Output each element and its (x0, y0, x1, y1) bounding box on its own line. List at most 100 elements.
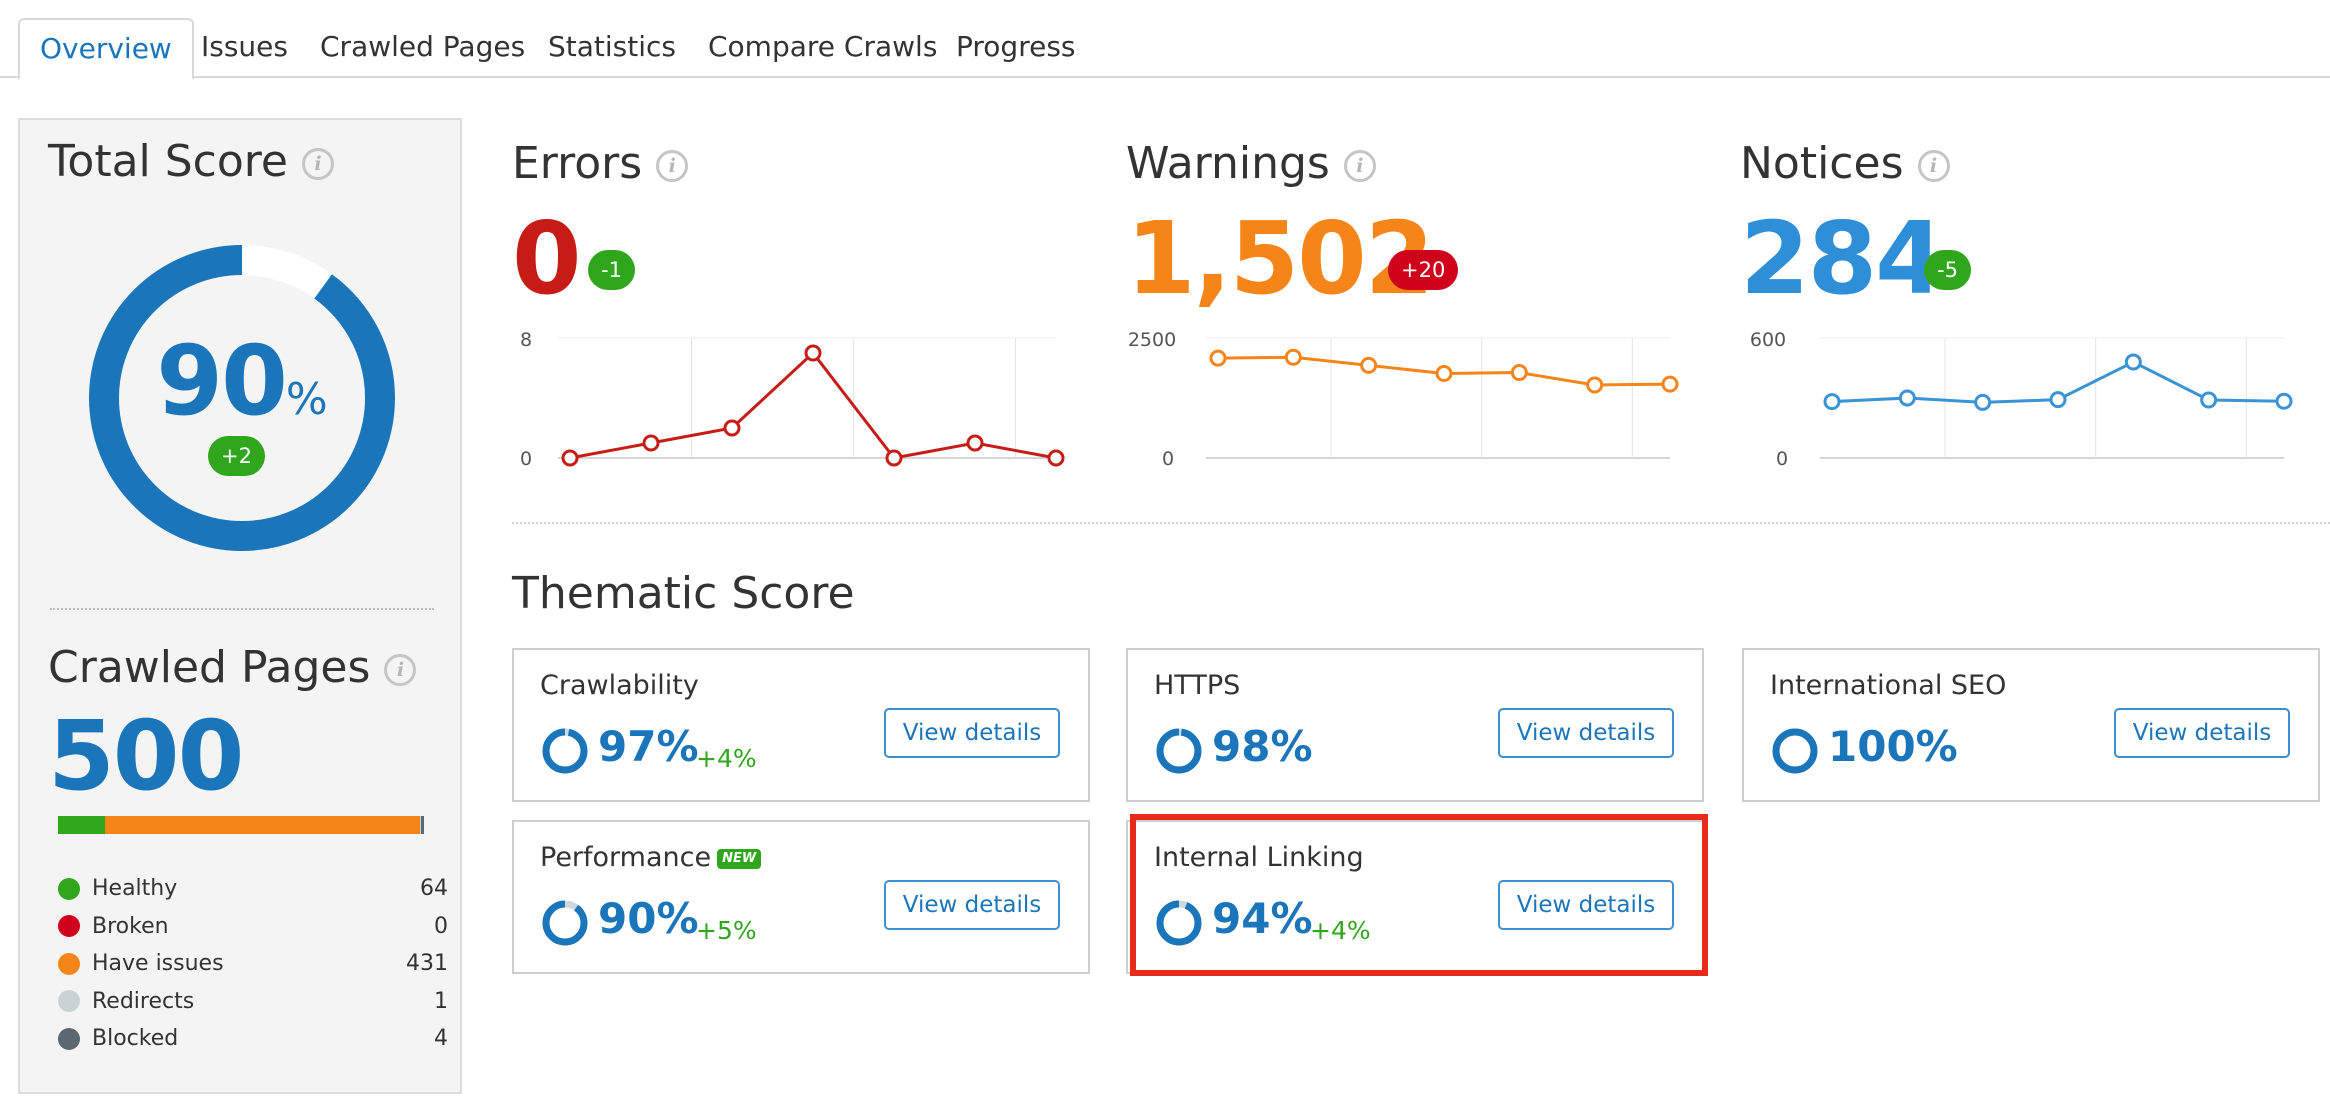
tab-overview[interactable]: Overview (18, 18, 194, 80)
errors-delta-badge: -1 (588, 250, 635, 290)
data-point (2275, 392, 2293, 410)
data-point (1823, 393, 1841, 411)
info-icon[interactable]: i (384, 654, 417, 686)
info-icon[interactable]: i (301, 148, 334, 180)
total-score-donut (89, 245, 395, 551)
donut-arc (89, 245, 395, 551)
bar-segment (58, 816, 105, 834)
ring-arc (542, 900, 588, 946)
card-crawlability: Crawlability 97% +4% View details (512, 648, 1090, 802)
score-panel: Total Score i 90% +2 Crawled Pages i 500 H… (18, 118, 462, 1094)
data-point (561, 449, 579, 467)
data-point (1435, 365, 1453, 383)
card-title: HTTPS (1154, 670, 1241, 701)
data-point (2200, 391, 2218, 409)
data-point (1661, 375, 1679, 393)
warnings-widget: Warnings i 1,502 +20 2500 0 (1126, 118, 1706, 478)
legend-count: 431 (406, 951, 448, 977)
crawled-pages-title: Crawled Pages i (48, 642, 417, 693)
legend-row[interactable]: Healthy 64 (58, 870, 448, 908)
view-details-button[interactable]: View details (884, 880, 1060, 930)
legend-dot (58, 1027, 80, 1050)
data-point (1209, 349, 1227, 367)
tab-bar: Overview Issues Crawled Pages Statistics… (0, 0, 2330, 80)
total-score-value: 90% (156, 325, 328, 437)
info-icon[interactable]: i (656, 150, 689, 182)
data-point (1586, 376, 1604, 394)
info-icon[interactable]: i (1343, 150, 1376, 182)
progress-ring (542, 900, 588, 946)
highlight-box (1130, 814, 1708, 976)
legend-row[interactable]: Redirects 1 (58, 983, 448, 1021)
card-title: Internal Linking (1154, 842, 1364, 873)
notices-chart: 600 0 (1750, 329, 2293, 470)
card-percent: 100% (1828, 722, 1958, 771)
total-score-delta-badge: +2 (208, 436, 265, 476)
y-tick-label: 8 (520, 329, 532, 351)
legend-label: Redirects (92, 988, 195, 1014)
data-point (1510, 364, 1528, 382)
tab-progress[interactable]: Progress (956, 30, 1076, 63)
data-point (966, 434, 984, 452)
view-details-button[interactable]: View details (1498, 880, 1674, 930)
legend-label: Blocked (92, 1026, 179, 1052)
progress-ring (1772, 728, 1818, 774)
card-percent: 98% (1212, 722, 1313, 771)
y-tick-label: 0 (1162, 448, 1174, 470)
tab-statistics[interactable]: Statistics (548, 30, 676, 63)
legend-row[interactable]: Have issues 431 (58, 945, 448, 983)
bar-segment (420, 816, 422, 834)
bar-segment (104, 816, 421, 834)
card-delta: +5% (696, 916, 757, 945)
card-https: HTTPS 98% View details (1126, 648, 1704, 802)
card-international-seo: International SEO 100% View details (1742, 648, 2320, 802)
tab-issues[interactable]: Issues (201, 30, 288, 63)
data-point (2049, 391, 2067, 409)
card-percent: 97% (598, 722, 699, 771)
ring-arc (1156, 900, 1202, 946)
legend-dot (58, 990, 80, 1013)
data-point (1974, 393, 1992, 411)
y-tick-label: 2500 (1128, 329, 1176, 351)
section-divider (512, 522, 2330, 524)
data-point (723, 419, 741, 437)
crawled-pages-legend: Healthy 64 Broken 0 Have issues 431 Redirects 1… (58, 870, 448, 1058)
progress-ring (542, 728, 588, 774)
data-point (642, 434, 660, 452)
legend-count: 0 (434, 913, 448, 939)
card-title: International SEO (1770, 670, 2007, 701)
info-icon[interactable]: i (1917, 150, 1950, 182)
legend-label: Have issues (92, 951, 224, 977)
divider (50, 608, 434, 610)
card-title: Crawlability (540, 670, 699, 701)
view-details-button[interactable]: View details (2114, 708, 2290, 758)
warnings-count: 1,502 (1126, 200, 1434, 317)
tab-compare-crawls[interactable]: Compare Crawls (708, 30, 938, 63)
warnings-chart: 2500 0 (1128, 329, 1679, 470)
data-point (885, 449, 903, 467)
new-badge: NEW (717, 848, 762, 869)
ring-arc (542, 728, 588, 774)
card-title: Performance NEW (540, 842, 762, 873)
notices-widget: Notices i 284 -5 600 0 (1740, 118, 2320, 478)
data-point (804, 344, 822, 362)
legend-label: Healthy (92, 876, 178, 902)
legend-row[interactable]: Blocked 4 (58, 1020, 448, 1058)
legend-label: Broken (92, 913, 169, 939)
y-tick-label: 0 (1776, 448, 1788, 470)
y-tick-label: 600 (1750, 329, 1786, 351)
view-details-button[interactable]: View details (884, 708, 1060, 758)
legend-dot (58, 915, 80, 938)
thematic-score-title: Thematic Score (512, 568, 855, 619)
card-percent: 94% (1212, 894, 1313, 943)
legend-dot (58, 952, 80, 975)
progress-ring (1156, 728, 1202, 774)
card-delta: +4% (696, 744, 757, 773)
notices-delta-badge: -5 (1924, 250, 1971, 290)
card-performance: Performance NEW 90% +5% View details (512, 820, 1090, 974)
view-details-button[interactable]: View details (1498, 708, 1674, 758)
legend-row[interactable]: Broken 0 (58, 908, 448, 946)
tab-crawled-pages[interactable]: Crawled Pages (320, 30, 526, 63)
y-tick-label: 0 (520, 448, 532, 470)
warnings-title: Warnings i (1126, 138, 1376, 189)
